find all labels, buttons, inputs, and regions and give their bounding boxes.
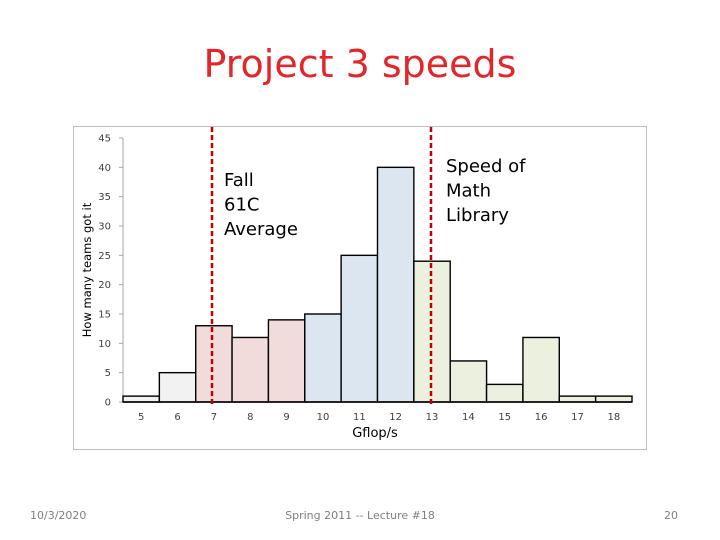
x-tick-label: 17	[571, 412, 584, 423]
x-tick-label: 7	[211, 412, 217, 423]
page-number: 20	[664, 509, 678, 522]
x-tick-label: 12	[389, 412, 402, 423]
footer-lecture: Spring 2011 -- Lecture #18	[285, 509, 435, 522]
y-tick-label: 0	[105, 398, 111, 409]
y-tick-label: 5	[105, 368, 111, 379]
y-tick-label: 25	[98, 251, 111, 262]
footer-date: 10/3/2020	[30, 509, 87, 522]
y-tick-label: 35	[98, 192, 111, 203]
histogram-bar	[449, 360, 488, 403]
histogram-bar	[522, 336, 560, 403]
histogram-bar	[485, 383, 524, 403]
y-tick-label: 15	[98, 310, 111, 321]
math-library-annotation-line: Speed of	[446, 156, 526, 177]
histogram-bar	[195, 325, 233, 403]
y-tick-label: 40	[98, 163, 111, 174]
histogram-bar	[158, 371, 197, 403]
histogram-bar	[558, 395, 597, 403]
x-tick-label: 14	[462, 412, 475, 423]
fall-average-annotation-line: Average	[224, 219, 298, 240]
x-tick-label: 9	[283, 412, 289, 423]
histogram-bar	[231, 336, 270, 403]
y-axis-title: How many teams got it	[80, 202, 94, 337]
y-tick-label: 20	[98, 280, 111, 291]
fall-average-annotation-line: 61C	[224, 195, 259, 216]
fall-average-annotation: Fall 61C Average	[224, 170, 298, 240]
x-tick-label: 5	[138, 412, 144, 423]
x-tick-label: 16	[535, 412, 548, 423]
y-tick-label: 45	[98, 134, 111, 145]
x-tick-label: 6	[174, 412, 180, 423]
histogram-bar	[122, 395, 161, 403]
math-library-annotation: Speed of Math Library	[446, 156, 526, 226]
x-axis-title: Gflop/s	[352, 426, 398, 441]
y-tick-label: 10	[98, 339, 111, 350]
math-library-annotation-line: Library	[446, 205, 509, 226]
slide-title: Project 3 speeds	[203, 42, 517, 86]
x-tick-label: 15	[498, 412, 511, 423]
math-library-annotation-line: Math	[446, 181, 491, 202]
fall-average-annotation-line: Fall	[224, 170, 254, 191]
histogram-bar	[267, 319, 306, 403]
x-tick-label: 13	[426, 412, 439, 423]
histogram-bar	[376, 166, 415, 403]
x-tick-label: 11	[353, 412, 366, 423]
x-tick-label: 8	[247, 412, 253, 423]
histogram-bar	[594, 395, 633, 403]
x-tick-label: 10	[317, 412, 330, 423]
histogram-bar	[304, 313, 342, 403]
x-tick-label: 18	[607, 412, 620, 423]
histogram-bar	[340, 254, 379, 403]
y-tick-label: 30	[98, 222, 111, 233]
chart-frame	[73, 126, 647, 450]
